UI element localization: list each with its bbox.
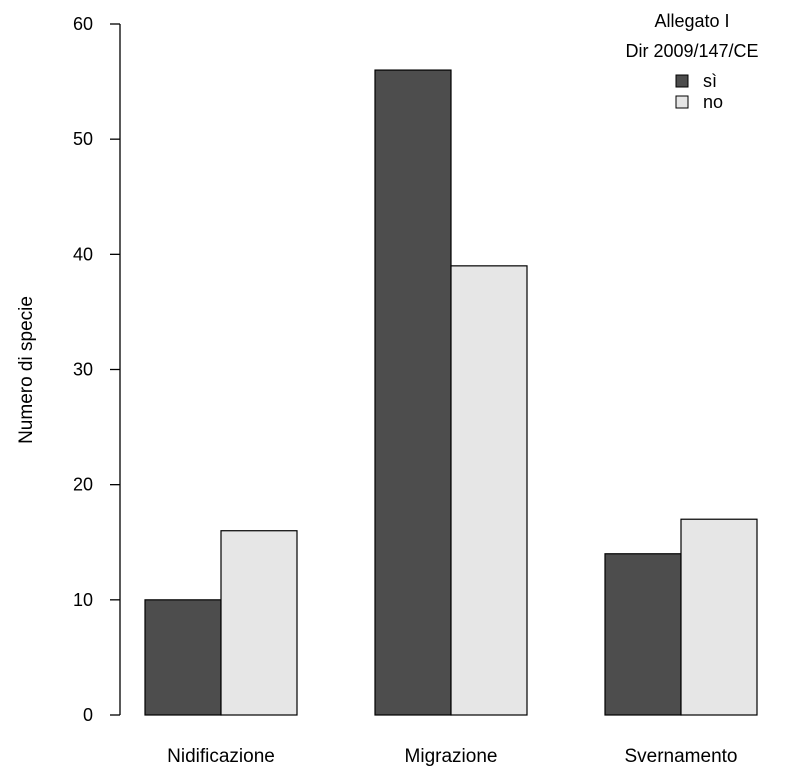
legend-swatch <box>675 95 689 109</box>
y-axis: 0 10 20 30 40 50 60 <box>73 14 121 725</box>
legend-title-line2: Dir 2009/147/CE <box>625 41 758 61</box>
bar-migrazione-1 <box>450 265 528 716</box>
bar-migrazione-0 <box>374 69 452 716</box>
y-tick-label: 40 <box>73 244 93 264</box>
legend-swatch <box>675 74 689 88</box>
x-category-label: Migrazione <box>405 746 498 767</box>
y-tick-label: 0 <box>83 705 93 725</box>
legend-entry-label: sì <box>703 71 717 91</box>
y-tick-label: 30 <box>73 360 93 380</box>
x-category-label: Nidificazione <box>167 746 275 767</box>
x-category-label: Svernamento <box>624 746 737 767</box>
bars <box>144 69 758 716</box>
y-tick-label: 60 <box>73 14 93 34</box>
legend-entry-label: no <box>703 92 723 112</box>
y-axis-title: Numero di specie <box>16 296 37 444</box>
bar-nidificazione-0 <box>144 599 222 716</box>
legend-title-line1: Allegato I <box>654 11 729 31</box>
bar-svernamento-1 <box>680 518 758 716</box>
y-tick-label: 50 <box>73 129 93 149</box>
x-axis-labels: Nidificazione Migrazione Svernamento <box>167 746 737 767</box>
y-tick-label: 10 <box>73 590 93 610</box>
y-tick-label: 20 <box>73 475 93 495</box>
bar-nidificazione-1 <box>220 530 298 716</box>
bar-svernamento-0 <box>604 553 682 716</box>
